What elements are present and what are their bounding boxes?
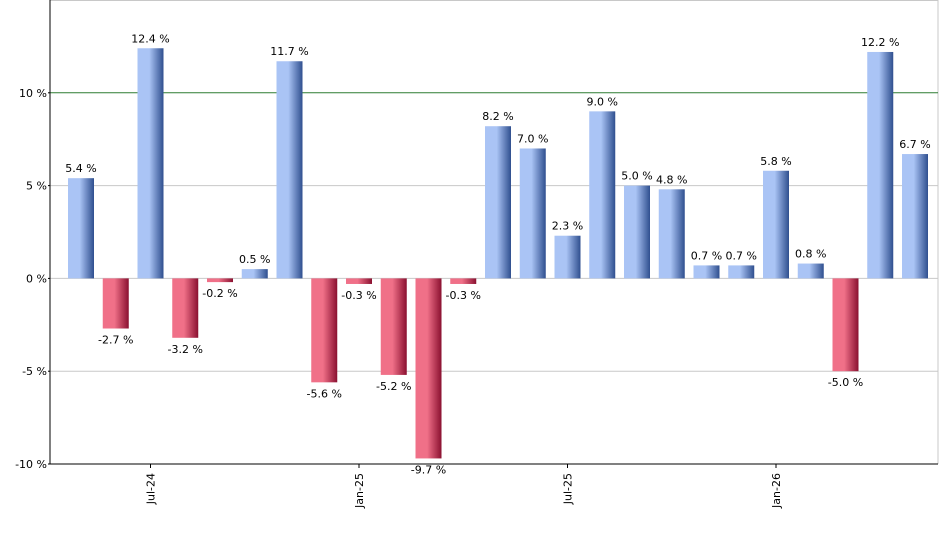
bar-negative — [415, 278, 442, 459]
data-label: 2.3 % — [552, 220, 583, 233]
data-label: -5.2 % — [376, 380, 411, 393]
y-tick-label: 0 % — [26, 272, 47, 285]
bar-positive — [728, 265, 755, 279]
data-label: -2.7 % — [98, 334, 133, 347]
data-label: 5.4 % — [65, 162, 96, 175]
data-label: -5.6 % — [307, 387, 342, 400]
data-label: 0.5 % — [239, 253, 270, 266]
bar-negative — [346, 278, 372, 284]
bar-positive — [554, 235, 581, 279]
y-tick-label: 5 % — [26, 180, 47, 193]
bar-positive — [867, 51, 894, 279]
data-label: 7.0 % — [517, 132, 548, 145]
bar-negative — [832, 278, 859, 372]
data-label: -0.3 % — [341, 289, 376, 302]
x-tick-label: Jul-25 — [562, 473, 575, 505]
data-label: 0.8 % — [795, 248, 826, 261]
bar-positive — [137, 48, 164, 279]
y-tick-label: -10 % — [15, 458, 47, 471]
data-label: -3.2 % — [168, 343, 203, 356]
data-label: -0.3 % — [446, 289, 481, 302]
data-label: -5.0 % — [828, 376, 863, 389]
bar-positive — [485, 126, 511, 279]
data-label: 12.2 % — [861, 36, 899, 49]
bar-positive — [276, 61, 303, 279]
bar-negative — [207, 278, 233, 283]
bars — [68, 48, 928, 459]
data-label: 9.0 % — [587, 95, 618, 108]
data-label: 6.7 % — [899, 138, 930, 151]
bar-negative — [450, 278, 477, 284]
x-tick-label: Jul-24 — [145, 473, 158, 505]
bar-positive — [763, 170, 789, 279]
bar-negative — [102, 278, 129, 329]
data-labels: 5.4 % -2.7 % 12.4 % -3.2 % -0.2 % 0.5 % 11.7 %… — [65, 32, 930, 476]
data-label: -9.7 % — [411, 463, 446, 476]
y-tick-label: -5 % — [22, 365, 47, 378]
data-label: -0.2 % — [202, 287, 237, 300]
bar-positive — [241, 269, 268, 279]
data-label: 0.7 % — [691, 249, 722, 262]
data-label: 0.7 % — [726, 249, 757, 262]
data-label: 5.8 % — [760, 155, 791, 168]
bar-positive — [68, 178, 94, 279]
bar-positive — [797, 263, 824, 279]
data-label: 12.4 % — [131, 32, 169, 45]
bar-positive — [693, 265, 720, 279]
x-tick-label: Jan-26 — [770, 473, 783, 509]
y-tick-label: 10 % — [19, 87, 47, 100]
bar-negative — [380, 278, 407, 375]
bar-positive — [589, 111, 616, 279]
bar-positive — [624, 185, 650, 279]
bar-positive — [902, 154, 928, 279]
bar-negative — [172, 278, 199, 338]
data-label: 4.8 % — [656, 173, 687, 186]
bar-positive — [519, 148, 546, 279]
bar-negative — [311, 278, 338, 383]
axes: 10 % 5 % 0 % -5 % -10 % Jul-24 Jan-25 Jul-25 Jan… — [15, 0, 938, 509]
x-tick-label: Jan-25 — [353, 473, 366, 509]
data-label: 8.2 % — [482, 110, 513, 123]
data-label: 5.0 % — [621, 170, 652, 183]
data-label: 11.7 % — [270, 45, 308, 58]
bar-positive — [658, 189, 685, 279]
